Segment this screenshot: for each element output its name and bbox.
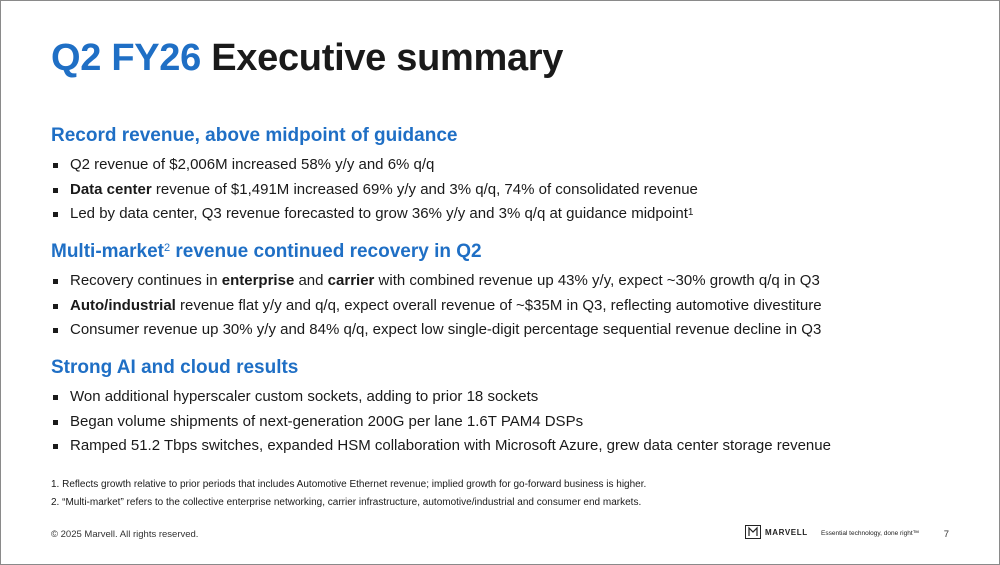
bullet-list: Recovery continues in enterprise and car…	[51, 269, 951, 343]
heading-text: Multi-market	[51, 241, 164, 262]
footnote-ref: 1	[687, 207, 694, 218]
footnote-ref: 2	[163, 242, 171, 254]
bullet-text: Q2 revenue of $2,006M increased 58% y/y …	[70, 156, 435, 173]
bullet-text: revenue flat y/y and q/q, expect overall…	[175, 296, 822, 314]
bullet-text: and	[294, 272, 328, 289]
bullet-text: Consumer revenue up 30% y/y and 84% q/q,…	[70, 321, 822, 338]
bullet-text: revenue of $1,491M increased 69% y/y and…	[151, 180, 698, 198]
list-item: Began volume shipments of next-generatio…	[51, 410, 951, 435]
marvell-logo-icon	[745, 525, 761, 539]
list-item: Led by data center, Q3 revenue forecaste…	[51, 202, 951, 227]
bullet-bold-text: Auto/industrial	[70, 296, 176, 314]
bullet-list: Won additional hyperscaler custom socket…	[51, 385, 951, 459]
brand-logo: MARVELL	[745, 525, 808, 539]
copyright: © 2025 Marvell. All rights reserved.	[51, 529, 199, 540]
list-item: Recovery continues in enterprise and car…	[51, 269, 951, 294]
title-rest: Executive summary	[211, 37, 564, 79]
title-accent: Q2 FY26	[51, 37, 201, 79]
bullet-bold-text: Data center	[70, 180, 152, 198]
page-number: 7	[943, 529, 949, 540]
bullet-text: Led by data center, Q3 revenue forecaste…	[70, 205, 688, 222]
list-item: Q2 revenue of $2,006M increased 58% y/y …	[51, 153, 951, 178]
bullet-bold-text: carrier	[327, 272, 375, 289]
bullet-text: Ramped 51.2 Tbps switches, expanded HSM …	[70, 437, 831, 454]
footnote-2: 2. “Multi-market” refers to the collecti…	[51, 497, 642, 508]
list-item: Auto/industrial revenue flat y/y and q/q…	[51, 294, 951, 319]
section-heading: Multi-market2 revenue continued recovery…	[51, 241, 951, 263]
bullet-text: Began volume shipments of next-generatio…	[70, 412, 584, 430]
brand-name: MARVELL	[765, 527, 808, 537]
section-heading: Strong AI and cloud results	[51, 357, 299, 378]
footer: © 2025 Marvell. All rights reserved. MAR…	[51, 525, 949, 543]
bullet-list: Q2 revenue of $2,006M increased 58% y/y …	[51, 153, 951, 227]
heading-text: revenue continued recovery in Q2	[170, 241, 482, 262]
page-title: Q2 FY26 Executive summary	[51, 37, 563, 80]
bullet-text: with combined revenue up 43% y/y, expect…	[374, 272, 820, 289]
list-item: Ramped 51.2 Tbps switches, expanded HSM …	[51, 434, 951, 459]
bullet-bold-text: enterprise	[221, 272, 295, 289]
list-item: Data center revenue of $1,491M increased…	[51, 178, 951, 203]
list-item: Won additional hyperscaler custom socket…	[51, 385, 951, 410]
bullet-text: Won additional hyperscaler custom socket…	[70, 388, 539, 405]
section-multi-market: Multi-market2 revenue continued recovery…	[51, 241, 951, 343]
bullet-text: Recovery continues in	[70, 272, 222, 289]
section-ai-cloud: Strong AI and cloud results Won addition…	[51, 357, 951, 459]
footnote-1: 1. Reflects growth relative to prior per…	[51, 479, 647, 490]
section-heading: Record revenue, above midpoint of guidan…	[51, 125, 458, 146]
tagline: Essential technology, done right™	[821, 530, 920, 537]
section-record-revenue: Record revenue, above midpoint of guidan…	[51, 125, 951, 227]
list-item: Consumer revenue up 30% y/y and 84% q/q,…	[51, 318, 951, 343]
footnotes: 1. Reflects growth relative to prior per…	[51, 479, 646, 515]
